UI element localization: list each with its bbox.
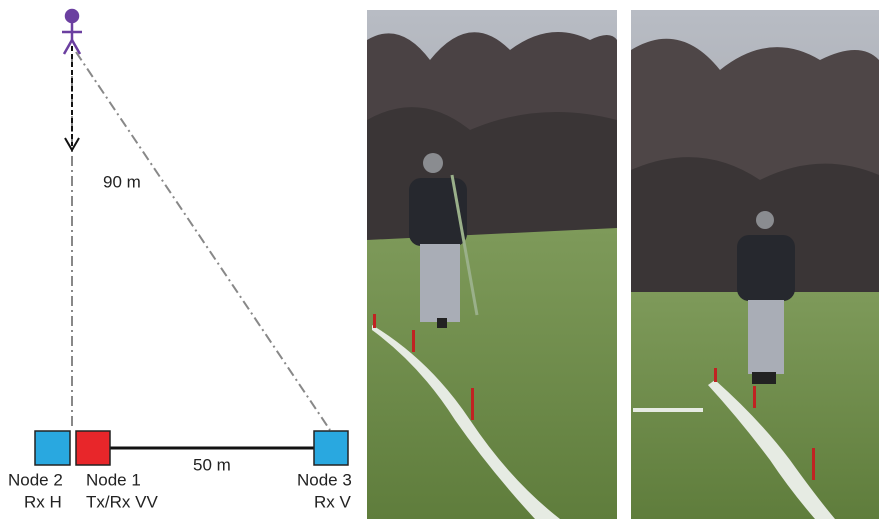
node-box (76, 431, 110, 465)
node-role: Tx/Rx VV (86, 492, 158, 511)
distance-label: 50 m (193, 455, 231, 474)
photo (367, 10, 617, 519)
diagram: 90 m 50 m Node 2 Rx H Node 1 Tx/Rx VV No… (8, 10, 352, 511)
photo (631, 10, 879, 519)
diagonal-path (76, 52, 330, 430)
node-name: Node 3 (297, 470, 352, 489)
node-box (314, 431, 348, 465)
node-role: Rx H (24, 492, 62, 511)
figure: 90 m 50 m Node 2 Rx H Node 1 Tx/Rx VV No… (0, 0, 879, 519)
distance-label: 90 m (103, 172, 141, 191)
node-name: Node 1 (86, 470, 141, 489)
node-box (35, 431, 70, 465)
node-role: Rx V (314, 492, 352, 511)
node-name: Node 2 (8, 470, 63, 489)
